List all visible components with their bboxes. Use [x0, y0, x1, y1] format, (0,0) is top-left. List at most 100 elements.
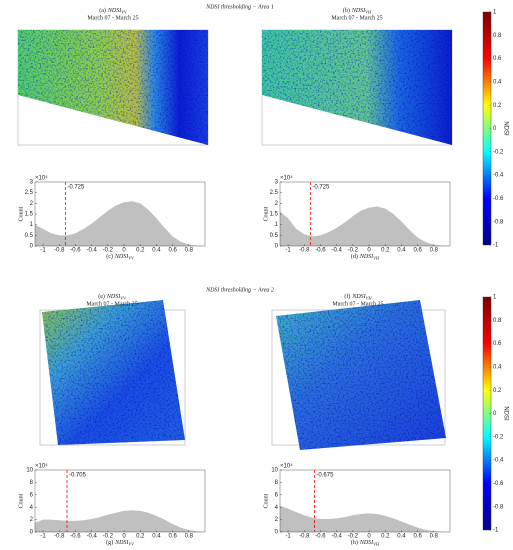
- x-tick-label: -1: [40, 534, 46, 540]
- x-tick-label: -1: [40, 248, 46, 254]
- y-tick-label: 4: [30, 505, 34, 511]
- x-tick-label: -0.4: [86, 534, 97, 540]
- x-tick-label: -0.2: [348, 248, 359, 254]
- panel-id: (h): [351, 539, 358, 546]
- y-tick-label: 10: [26, 468, 33, 474]
- x-tick-label: -0.4: [331, 534, 342, 540]
- map-title: (a) NDSIVV: [99, 7, 128, 14]
- y-axis-label: Count: [18, 493, 24, 508]
- x-tick-label: 0.4: [152, 534, 161, 540]
- y-tick-label: 0: [275, 244, 279, 250]
- variable: NDSI: [106, 294, 121, 300]
- map-dates: March 07 - March 25: [86, 301, 137, 307]
- x-tick-label: 0.6: [168, 534, 177, 540]
- x-tick-label: 0: [367, 248, 371, 254]
- panel-id: (e): [98, 293, 105, 300]
- colorbar-tick-label: -0.2: [493, 149, 504, 155]
- panel-id: (b): [343, 7, 350, 14]
- y-tick-label: 2: [275, 517, 279, 523]
- x-tick-label: 0.4: [397, 534, 406, 540]
- maps: [17, 29, 453, 450]
- y-tick-label: 0.5: [270, 233, 279, 239]
- variable: NDSI: [359, 540, 374, 546]
- y-tick-label: 2: [30, 201, 34, 207]
- colorbar-tick-label: -1: [493, 243, 499, 249]
- map-title: (e) NDSIVV: [98, 293, 127, 300]
- x-axis-label: (h) NDSIVH: [351, 539, 380, 546]
- colorbar-tick-label: -0.4: [493, 458, 504, 464]
- x-axis-label: (d) NDSIVH: [351, 253, 380, 260]
- x-tick-label: 0.6: [168, 248, 177, 254]
- axes-frame: [279, 469, 451, 533]
- y-multiplier: ×10⁴: [280, 463, 293, 470]
- x-tick-label: -0.6: [70, 534, 81, 540]
- subscript: VV: [120, 296, 127, 301]
- panel-id: (c): [106, 253, 113, 260]
- area-title: NDSI thresholding − Area 1: [205, 4, 274, 10]
- y-axis-label: Count: [18, 206, 24, 221]
- colorbar-tick-label: 0.6: [493, 56, 502, 62]
- y-tick-label: 2.5: [270, 190, 279, 196]
- colorbar-tick-label: 1: [493, 10, 497, 16]
- panel-id: (d): [351, 253, 358, 260]
- panel-id: (f): [344, 293, 350, 300]
- threshold-label: -0.725: [67, 185, 85, 191]
- map-dates: March 07 - March 25: [331, 15, 382, 21]
- colorbar-tick-label: -0.6: [493, 481, 504, 487]
- y-tick-label: 0: [30, 244, 34, 250]
- y-tick-label: 6: [275, 492, 279, 498]
- y-multiplier: ×10⁴: [35, 175, 48, 182]
- x-tick-label: 0: [367, 534, 371, 540]
- area-title: NDSI thresholding − Area 2: [205, 287, 274, 293]
- y-tick-label: 8: [275, 480, 279, 486]
- subscript: VH: [373, 256, 380, 261]
- x-tick-label: 0.2: [136, 248, 145, 254]
- x-tick-label: 0.4: [397, 248, 406, 254]
- map-dates: March 07 - March 25: [332, 301, 383, 307]
- x-axis-label: (g) NDSIVV: [106, 539, 135, 546]
- y-tick-label: 0.5: [25, 233, 34, 239]
- map-dates: March 07 - March 25: [87, 15, 138, 21]
- x-tick-label: -0.6: [315, 248, 326, 254]
- axes-frame: [34, 469, 206, 533]
- colorbar-tick-label: -0.6: [493, 196, 504, 202]
- x-tick-label: 0.2: [381, 248, 390, 254]
- variable: NDSI: [114, 540, 129, 546]
- y-tick-label: 3: [275, 180, 279, 186]
- y-tick-label: 2: [30, 517, 34, 523]
- x-tick-label: -0.8: [54, 534, 65, 540]
- x-tick-label: 0.8: [185, 248, 194, 254]
- panel-id: (a): [99, 7, 106, 14]
- y-tick-label: 1.5: [270, 212, 279, 218]
- histogram-area: [280, 505, 450, 532]
- y-tick-label: 1: [275, 222, 279, 228]
- colorbar-tick-label: -1: [493, 528, 499, 534]
- variable: NDSI: [359, 254, 374, 260]
- panel-id: (g): [106, 539, 113, 546]
- colorbar-tick-label: 0.8: [493, 33, 502, 39]
- x-tick-label: 0.2: [136, 534, 145, 540]
- variable: NDSI: [351, 294, 366, 300]
- x-axis-label: (c) NDSIVV: [106, 253, 135, 260]
- x-tick-label: 0.8: [430, 534, 439, 540]
- x-tick-label: -0.6: [315, 534, 326, 540]
- colorbar-label: NDSI: [502, 121, 508, 136]
- x-tick-label: 0.6: [413, 534, 422, 540]
- map-title: (b) NDSIVH: [343, 7, 372, 14]
- histogram-area: [35, 201, 205, 246]
- histogram-area: [35, 510, 205, 532]
- colorbar-tick-label: -0.2: [493, 434, 504, 440]
- x-tick-label: -0.8: [299, 248, 310, 254]
- x-tick-label: -1: [285, 534, 291, 540]
- y-tick-label: 3: [30, 180, 34, 186]
- x-tick-label: -0.4: [331, 248, 342, 254]
- colorbar-tick-label: -0.4: [493, 173, 504, 179]
- variable: NDSI: [107, 8, 122, 14]
- y-tick-label: 6: [30, 492, 34, 498]
- threshold-label: -0.675: [316, 473, 334, 479]
- variable: NDSI: [114, 254, 129, 260]
- y-tick-label: 4: [275, 505, 279, 511]
- y-tick-label: 0: [275, 530, 279, 536]
- colorbar-tick-label: 0.2: [493, 103, 502, 109]
- colorbar-tick-label: 1: [493, 295, 497, 301]
